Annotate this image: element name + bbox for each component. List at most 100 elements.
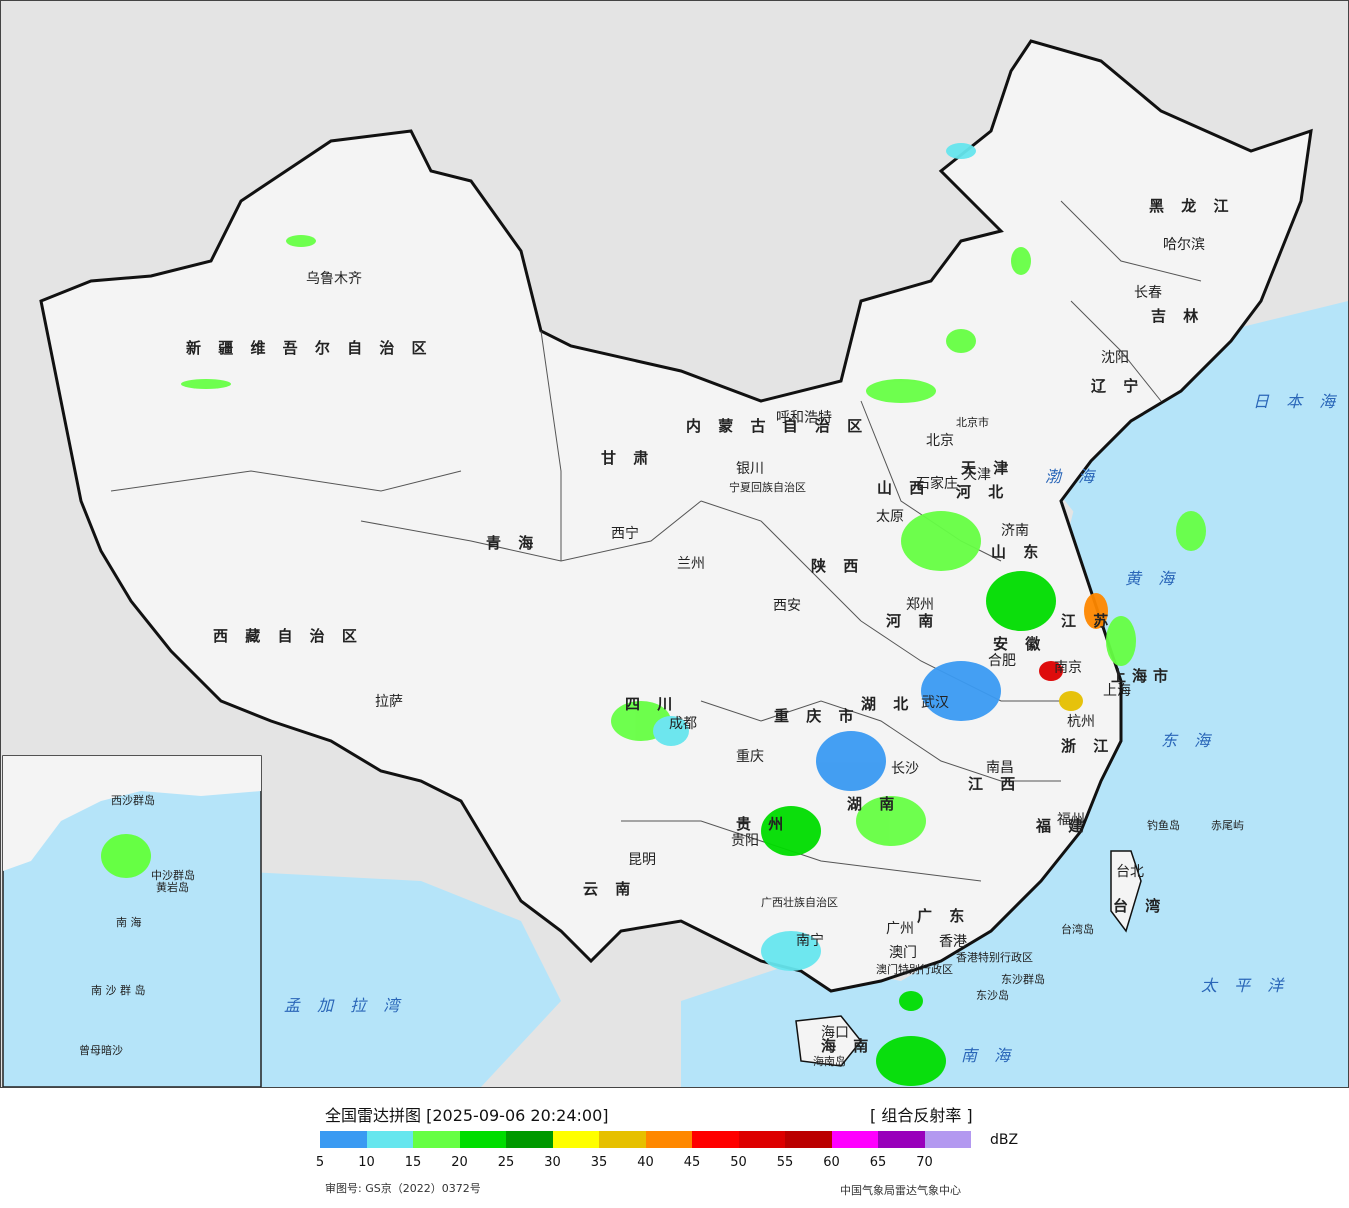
province-label: 天 津	[961, 459, 1014, 477]
radar-map: 黑 龙 江 吉 林 辽 宁 内 蒙 古 自 治 区 新 疆 维 吾 尔 自 治 …	[0, 0, 1349, 1088]
scale-tick-label: 50	[730, 1155, 747, 1170]
scale-tick-label: 20	[451, 1155, 468, 1170]
province-label: 吉 林	[1151, 307, 1204, 325]
color-swatch	[320, 1131, 367, 1148]
taiwan-island	[1110, 850, 1142, 933]
province-label: 河 北	[956, 483, 1009, 501]
color-swatch	[459, 1131, 506, 1148]
color-swatch	[738, 1131, 785, 1148]
hainan-island	[795, 1015, 862, 1067]
province-label: 甘 肃	[601, 449, 654, 467]
color-swatch	[692, 1131, 739, 1148]
province-label: 四 川	[625, 695, 678, 713]
province-label: 黑 龙 江	[1149, 197, 1234, 215]
color-swatch	[506, 1131, 553, 1148]
map-canvas: 黑 龙 江 吉 林 辽 宁 内 蒙 古 自 治 区 新 疆 维 吾 尔 自 治 …	[1, 1, 1348, 1087]
inset-label: 黄岩岛	[156, 880, 189, 894]
color-swatch	[785, 1131, 832, 1148]
province-label: 山 西	[877, 479, 930, 497]
inset-label: 西沙群岛	[111, 793, 155, 807]
radar-echoes	[181, 143, 1206, 1086]
city-label: 长春	[1134, 285, 1162, 301]
sea-label: 日 本 海	[1253, 392, 1341, 411]
inset-label: 南 海	[116, 915, 142, 929]
island-label: 赤尾屿	[1211, 819, 1244, 832]
province-label: 上海市	[1111, 667, 1174, 685]
city-label: 海口	[821, 1025, 849, 1041]
map-title: 全国雷达拼图 [2025-09-06 20:24:00]	[325, 1106, 609, 1125]
sea-labels: 日 本 海 渤 海 黄 海 东 海 太 平 洋 南 海 孟 加 拉 湾	[284, 392, 1341, 1065]
special-region-labels: 广西壮族自治区 香港特别行政区 澳门特别行政区 宁夏回族自治区 北京市	[729, 415, 1033, 976]
city-label: 武汉	[921, 695, 949, 711]
province-label: 贵 州	[736, 815, 789, 833]
bengal-area	[231, 871, 561, 1087]
sea-label: 孟 加 拉 湾	[284, 996, 405, 1015]
city-label: 哈尔滨	[1163, 237, 1205, 253]
scale-tick-label: 60	[823, 1155, 840, 1170]
island-label: 钓鱼岛	[1147, 818, 1180, 832]
province-label: 青 海	[486, 534, 539, 552]
city-label: 南昌	[986, 760, 1014, 776]
city-label: 杭州	[1067, 714, 1095, 730]
province-label: 山 东	[991, 543, 1044, 561]
color-swatch	[878, 1131, 925, 1148]
city-label: 天津	[963, 467, 991, 483]
legend-panel: 全国雷达拼图 [2025-09-06 20:24:00] [ 组合反射率 ] d…	[0, 1088, 1349, 1208]
island-label: 海南岛	[813, 1054, 846, 1068]
south-china-sea-inset: 中沙群岛 黄岩岛 南 海 南 沙 群 岛 曾母暗沙 西沙群岛	[2, 755, 262, 1087]
province-label: 香港特别行政区	[956, 950, 1033, 964]
island-label: 东沙群岛	[1001, 972, 1045, 986]
province-label: 福 建	[1035, 817, 1089, 835]
sea-label: 黄 海	[1125, 569, 1180, 588]
island-labels: 钓鱼岛 赤尾屿 台湾岛 东沙群岛 东沙岛 海南岛	[813, 818, 1244, 1068]
review-number: 审图号: GS京（2022）0372号	[325, 1182, 481, 1195]
province-label: 内 蒙 古 自 治 区	[686, 417, 868, 435]
city-label: 西安	[773, 598, 801, 614]
scale-tick-label: 15	[404, 1155, 422, 1170]
city-label: 兰州	[677, 556, 705, 572]
province-label: 浙 江	[1061, 737, 1114, 755]
province-label: 辽 宁	[1091, 377, 1144, 395]
inset-label: 南 沙 群 岛	[91, 983, 146, 997]
city-label: 合肥	[988, 653, 1016, 669]
city-label: 乌鲁木齐	[306, 271, 362, 287]
province-label: 新 疆 维 吾 尔 自 治 区	[186, 339, 433, 357]
province-label: 广 东	[917, 907, 970, 925]
east-sea-area	[681, 301, 1348, 1087]
color-swatch	[413, 1131, 460, 1148]
scale-tick-label: 10	[358, 1155, 375, 1170]
province-label: 安 徽	[993, 635, 1046, 653]
city-label: 澳门	[889, 945, 917, 961]
scale-tick-label: 40	[637, 1155, 654, 1170]
city-label: 南京	[1054, 660, 1082, 676]
scale-tick-label: 65	[869, 1155, 887, 1170]
color-swatch	[645, 1131, 692, 1148]
city-labels: 哈尔滨 长春 沈阳 乌鲁木齐 呼和浩特 北京 天津 石家庄 太原 济南 银川 西…	[306, 237, 1205, 1041]
city-label: 台北	[1116, 864, 1144, 880]
inset-label: 曾母暗沙	[79, 1043, 123, 1057]
sea-label: 渤 海	[1045, 467, 1100, 486]
scale-tick-label: 45	[683, 1155, 701, 1170]
city-label: 福州	[1057, 812, 1085, 828]
island-label: 东沙岛	[976, 988, 1009, 1002]
city-label: 贵阳	[731, 833, 759, 849]
inset-label: 中沙群岛	[151, 868, 195, 882]
scale-tick-label: 55	[776, 1155, 794, 1170]
province-label: 海 南	[821, 1037, 874, 1055]
scale-tick-label: 35	[590, 1155, 608, 1170]
scale-tick-label: 5	[315, 1155, 325, 1170]
city-label: 沈阳	[1101, 350, 1129, 366]
city-label: 银川	[736, 461, 764, 477]
scale-tick-label: 30	[544, 1155, 561, 1170]
scale-tick-label: 25	[497, 1155, 515, 1170]
city-label: 成都	[669, 716, 697, 732]
city-label: 北京	[926, 433, 954, 449]
sea-label: 南 海	[961, 1046, 1016, 1065]
city-label: 西宁	[611, 525, 639, 542]
city-label: 重庆	[736, 749, 764, 765]
island-label: 台湾岛	[1061, 922, 1094, 936]
city-label: 昆明	[628, 852, 656, 868]
agency-credit: 中国气象局雷达气象中心	[840, 1184, 961, 1197]
province-label: 陕 西	[811, 557, 864, 575]
